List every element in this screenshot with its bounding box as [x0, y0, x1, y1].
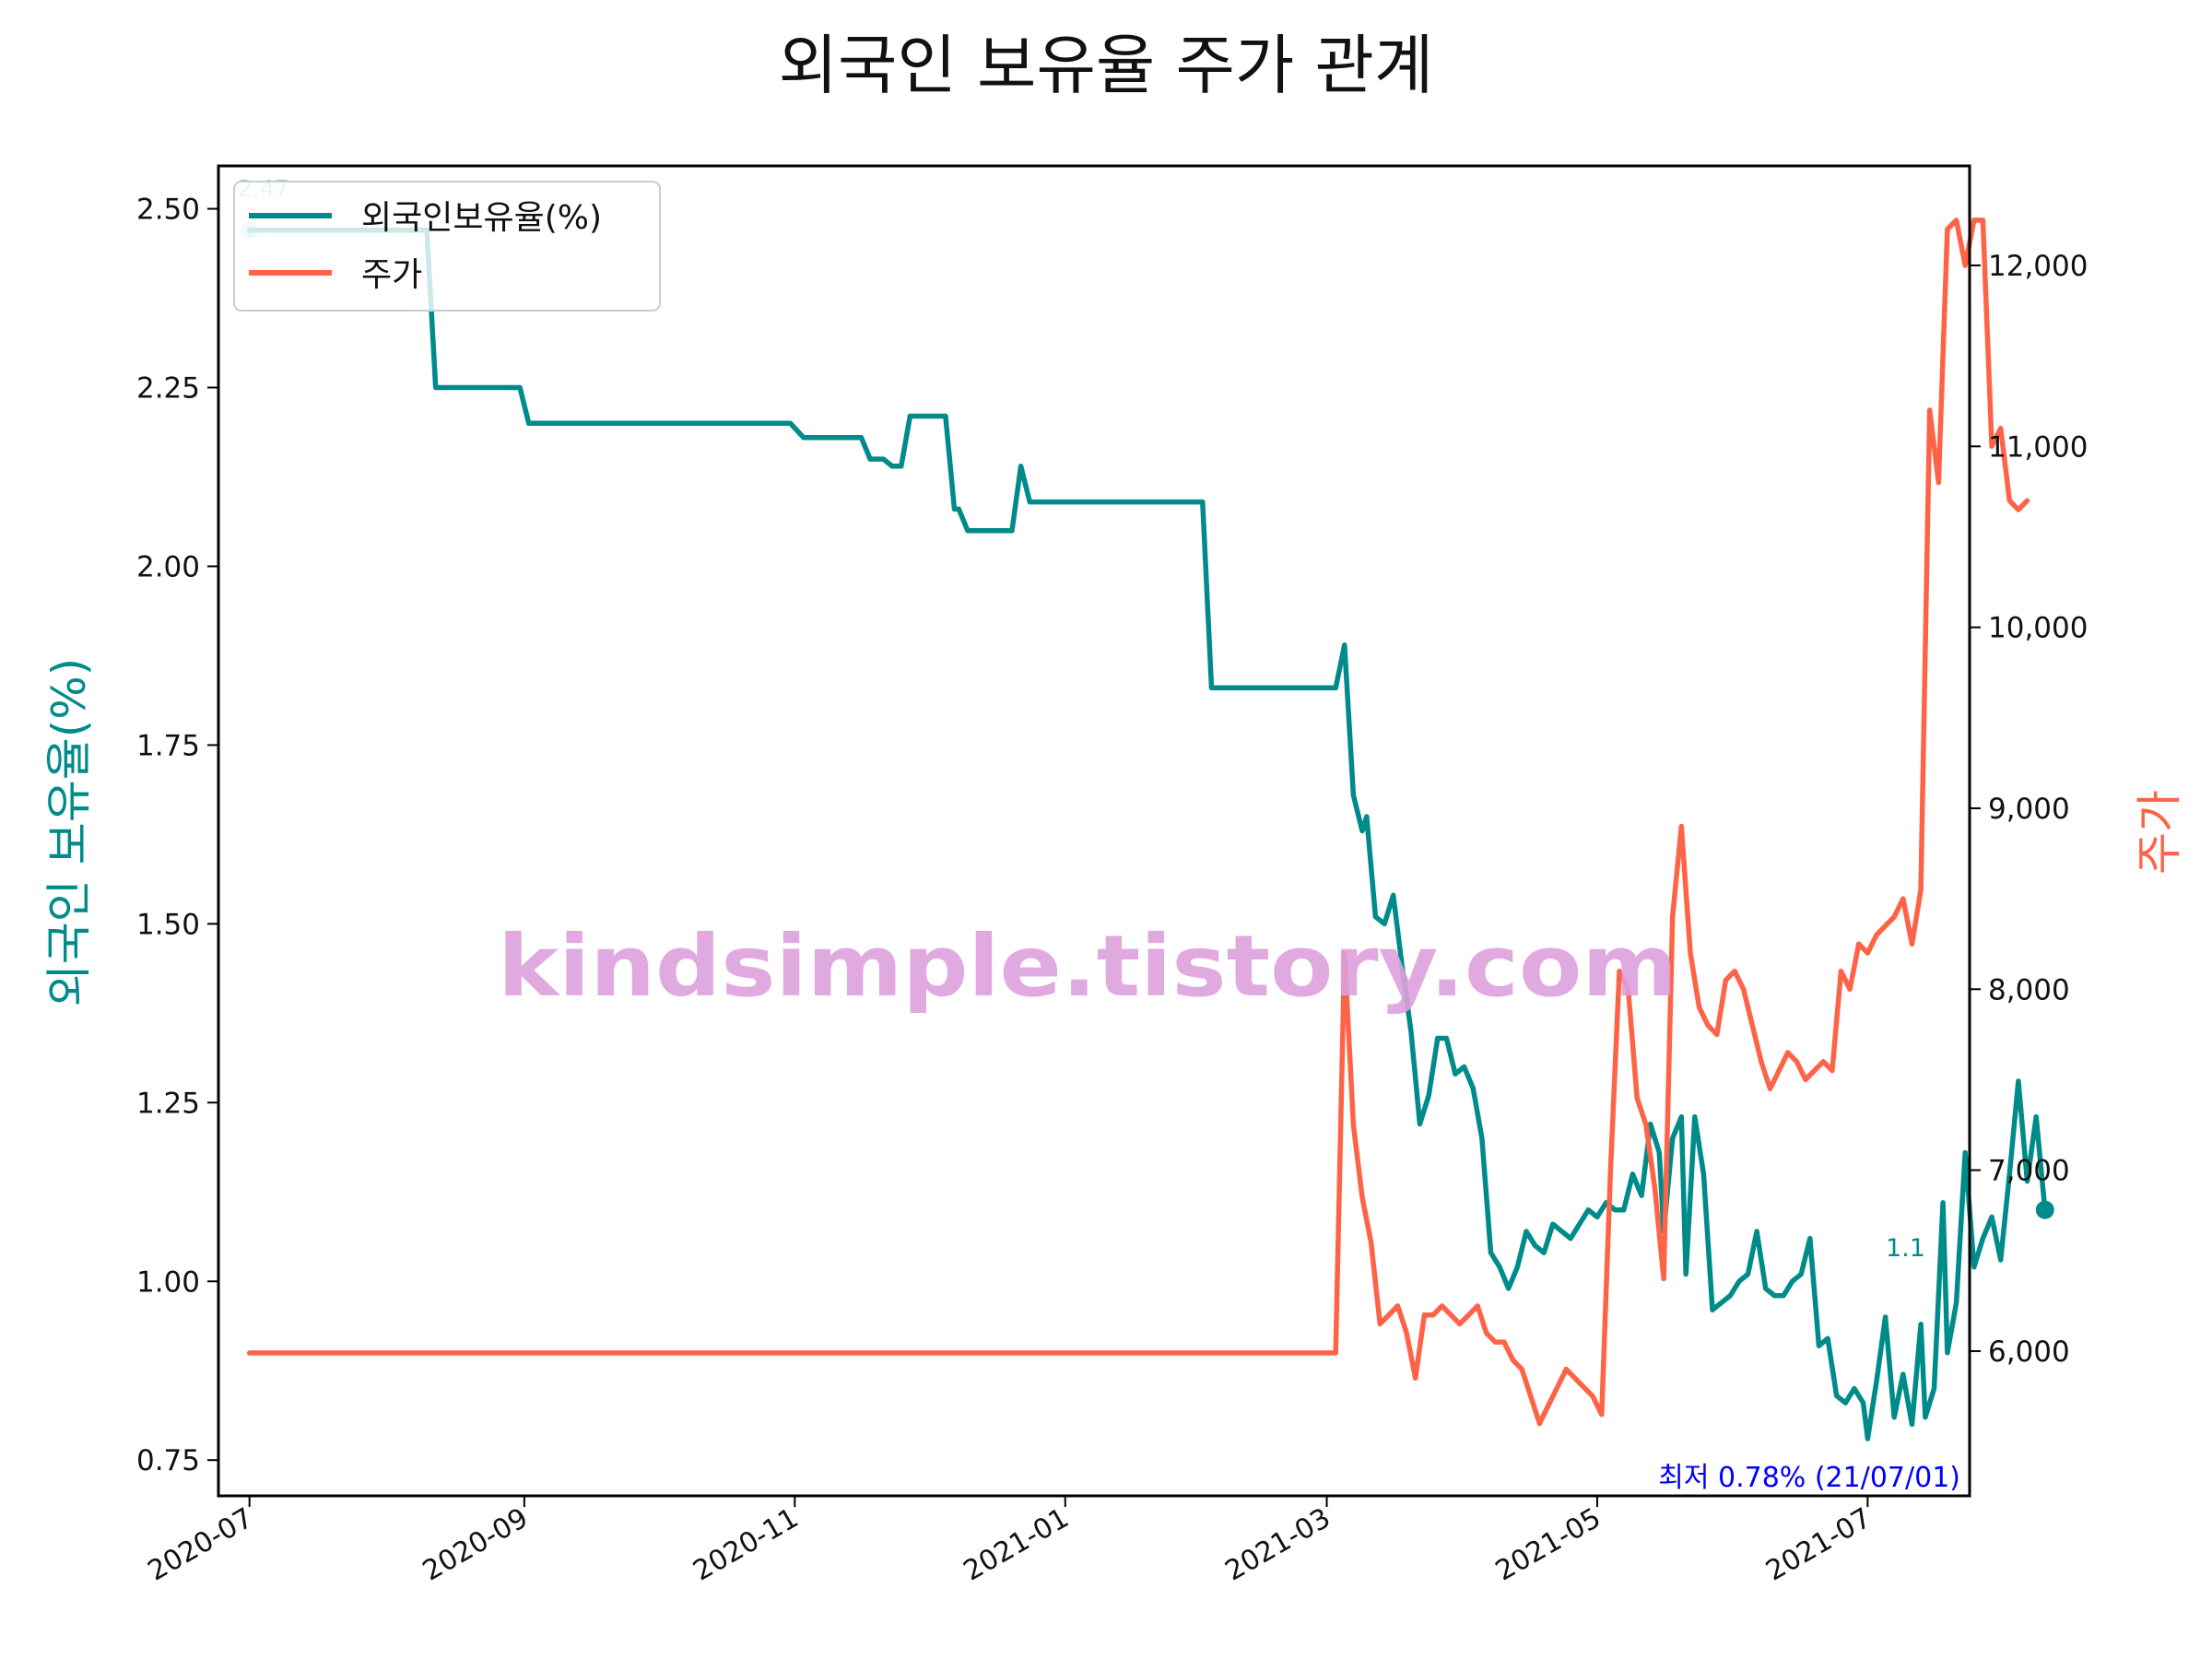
min-note: 최저 0.78% (21/07/01) [1658, 1462, 1960, 1494]
y-axis-left-label: 외국인 보유율(%) [42, 658, 96, 1006]
y-left-tick-label: 0.75 [136, 1444, 200, 1477]
y-right-tick-label: 7,000 [1988, 1155, 2070, 1188]
x-tick-label: 2021-07 [1760, 1502, 1877, 1588]
y-axis-right: 6,000 7,000 8,000 9,000 10,000 11,000 12,000 [1970, 250, 2088, 1369]
legend-label-price: 주가 [361, 256, 422, 294]
y-left-tick-label: 1.00 [136, 1265, 200, 1299]
y-right-tick-label: 9,000 [1988, 793, 2070, 826]
x-tick-label: 2020-09 [418, 1502, 534, 1588]
y-left-tick-label: 2.00 [136, 550, 200, 583]
y-right-tick-label: 11,000 [1988, 430, 2088, 464]
y-left-tick-label: 1.50 [136, 908, 200, 941]
watermark: kindsimple.tistory.com [498, 917, 1677, 1016]
legend-box [233, 181, 661, 312]
y-left-tick-label: 2.25 [136, 372, 200, 406]
legend-label-foreign: 외국인보유율(%) [361, 199, 602, 237]
plot-frame [217, 164, 1971, 1498]
y-left-tick-label: 2.50 [136, 194, 200, 227]
y-axis-right-label: 주가 [2133, 790, 2186, 875]
x-tick-label: 2021-01 [959, 1502, 1075, 1588]
y-left-tick-label: 1.75 [136, 729, 200, 762]
x-tick-label: 2020-11 [688, 1502, 804, 1588]
x-tick-label: 2020-07 [143, 1502, 259, 1588]
end-value-label: 1.1 [1886, 1234, 1925, 1263]
y-left-tick-label: 1.25 [136, 1087, 200, 1120]
y-right-tick-label: 10,000 [1988, 612, 2088, 645]
y-axis-left: 0.75 1.00 1.25 1.50 1.75 2.00 2.25 2.50 [136, 194, 218, 1477]
y-right-tick-label: 12,000 [1988, 250, 2088, 283]
series-line-price [246, 218, 2030, 1427]
x-axis: 2020-07 2020-09 2020-11 2021-01 2021-03 2021-… [143, 1496, 1877, 1588]
end-marker [2035, 1200, 2054, 1219]
y-right-tick-label: 6,000 [1988, 1335, 2070, 1369]
legend: 외국인보유율(%) 주가 [233, 181, 661, 312]
series-line-foreign [246, 228, 2048, 1441]
plot-area [241, 218, 2054, 1441]
chart-title: 외국인 보유율 주가 관계 [779, 28, 1434, 103]
x-tick-label: 2021-05 [1490, 1502, 1606, 1588]
x-tick-label: 2021-03 [1219, 1502, 1335, 1588]
y-right-tick-label: 8,000 [1988, 973, 2070, 1006]
